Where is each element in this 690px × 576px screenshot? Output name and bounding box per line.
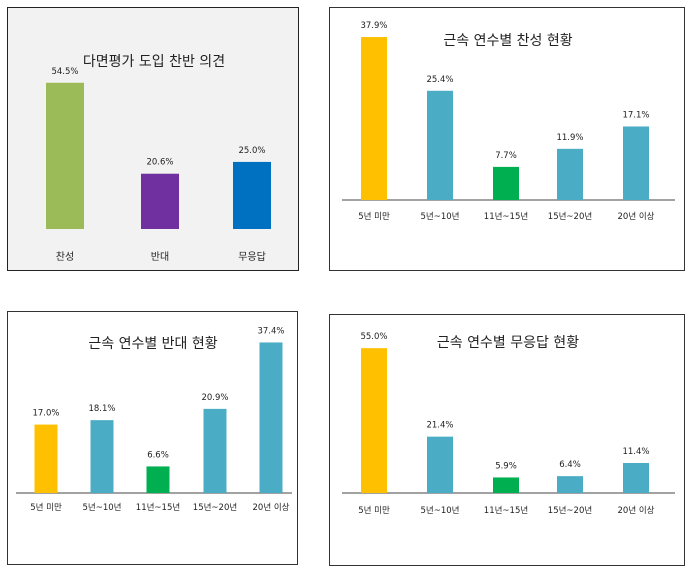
- value-label-3: 25.0%: [238, 146, 265, 156]
- bar-1: [361, 348, 387, 493]
- bar-3: [233, 161, 271, 229]
- bar-2: [427, 436, 453, 493]
- value-label-3: 6.6%: [147, 450, 169, 460]
- value-label-4: 6.4%: [559, 460, 581, 470]
- bar-1: [34, 424, 58, 493]
- chart-title: 근속 연수별 찬성 현황: [443, 33, 572, 49]
- chart-svg-oppose: 근속 연수별 반대 현황 17.0% 5년 미만 18.1% 5년~10년 6.6% 11…: [16, 326, 292, 513]
- chart-title: 다면평가 도입 찬반 의견: [83, 54, 225, 70]
- bar-3: [493, 166, 519, 200]
- category-label-3: 무응답: [238, 251, 266, 263]
- chart-title: 근속 연수별 무응답 현황: [437, 335, 579, 351]
- value-label-3: 7.7%: [495, 151, 517, 161]
- bar-group: 37.9% 5년 미만 25.4% 5년~10년 7.7% 11년~15년 11.9% 15년…: [342, 21, 675, 222]
- bar-1: [361, 37, 387, 200]
- category-label-3: 11년~15년: [136, 502, 180, 513]
- bar-3: [493, 477, 519, 493]
- category-label-2: 5년~10년: [421, 505, 460, 516]
- bar-1: [46, 82, 84, 229]
- value-label-2: 21.4%: [426, 421, 453, 431]
- value-label-1: 54.5%: [51, 67, 78, 77]
- value-label-5: 37.4%: [257, 326, 284, 336]
- value-label-1: 37.9%: [360, 21, 387, 31]
- category-label-5: 20년 이상: [253, 502, 290, 513]
- chart-panel-oppose: 근속 연수별 반대 현황 17.0% 5년 미만 18.1% 5년~10년 6.6% 11…: [7, 311, 298, 565]
- chart-title: 근속 연수별 반대 현황: [88, 336, 217, 352]
- chart-panel-overall: 다면평가 도입 찬반 의견 54.5% 찬성 20.6% 반대 25.0% 무응답: [7, 7, 299, 271]
- category-label-4: 15년~20년: [548, 505, 592, 516]
- bar-4: [557, 476, 583, 493]
- bar-5: [623, 126, 649, 200]
- bar-3: [146, 466, 170, 493]
- value-label-3: 5.9%: [495, 461, 517, 471]
- value-label-5: 17.1%: [622, 110, 649, 120]
- value-label-4: 11.9%: [556, 133, 583, 143]
- category-label-2: 반대: [151, 251, 169, 263]
- category-label-3: 11년~15년: [484, 211, 528, 222]
- bar-4: [557, 148, 583, 200]
- bar-5: [623, 462, 649, 493]
- bar-group: 54.5% 찬성 20.6% 반대 25.0% 무응답: [46, 67, 271, 263]
- value-label-5: 11.4%: [622, 447, 649, 457]
- value-label-2: 18.1%: [88, 404, 115, 414]
- category-label-3: 11년~15년: [484, 505, 528, 516]
- bar-4: [203, 408, 227, 493]
- value-label-1: 55.0%: [360, 332, 387, 342]
- category-label-5: 20년 이상: [618, 505, 655, 516]
- value-label-2: 25.4%: [426, 75, 453, 85]
- category-label-1: 찬성: [56, 251, 74, 263]
- chart-svg-approve: 근속 연수별 찬성 현황 37.9% 5년 미만 25.4% 5년~10년 7.7% 11…: [342, 21, 675, 222]
- category-label-1: 5년 미만: [358, 211, 390, 222]
- category-label-5: 20년 이상: [618, 211, 655, 222]
- value-label-1: 17.0%: [32, 409, 59, 419]
- value-label-2: 20.6%: [146, 158, 173, 168]
- category-label-1: 5년 미만: [30, 502, 62, 513]
- chart-panel-approve: 근속 연수별 찬성 현황 37.9% 5년 미만 25.4% 5년~10년 7.7% 11…: [329, 7, 685, 271]
- value-label-4: 20.9%: [201, 393, 228, 403]
- category-label-4: 15년~20년: [193, 502, 237, 513]
- bar-2: [90, 420, 114, 493]
- bar-group: 55.0% 5년 미만 21.4% 5년~10년 5.9% 11년~15년 6.4% 15년~…: [342, 332, 675, 516]
- bar-2: [427, 90, 453, 200]
- bar-2: [141, 173, 179, 229]
- bar-5: [259, 342, 283, 493]
- category-label-2: 5년~10년: [421, 211, 460, 222]
- chart-svg-overall: 다면평가 도입 찬반 의견 54.5% 찬성 20.6% 반대 25.0% 무응답: [46, 54, 271, 263]
- chart-panel-noresponse: 근속 연수별 무응답 현황 55.0% 5년 미만 21.4% 5년~10년 5.9% 1…: [329, 314, 685, 566]
- category-label-4: 15년~20년: [548, 211, 592, 222]
- chart-svg-noresponse: 근속 연수별 무응답 현황 55.0% 5년 미만 21.4% 5년~10년 5.9% 1…: [342, 332, 675, 516]
- category-label-2: 5년~10년: [83, 502, 122, 513]
- category-label-1: 5년 미만: [358, 505, 390, 516]
- bar-group: 17.0% 5년 미만 18.1% 5년~10년 6.6% 11년~15년 20.9% 15년…: [16, 326, 292, 513]
